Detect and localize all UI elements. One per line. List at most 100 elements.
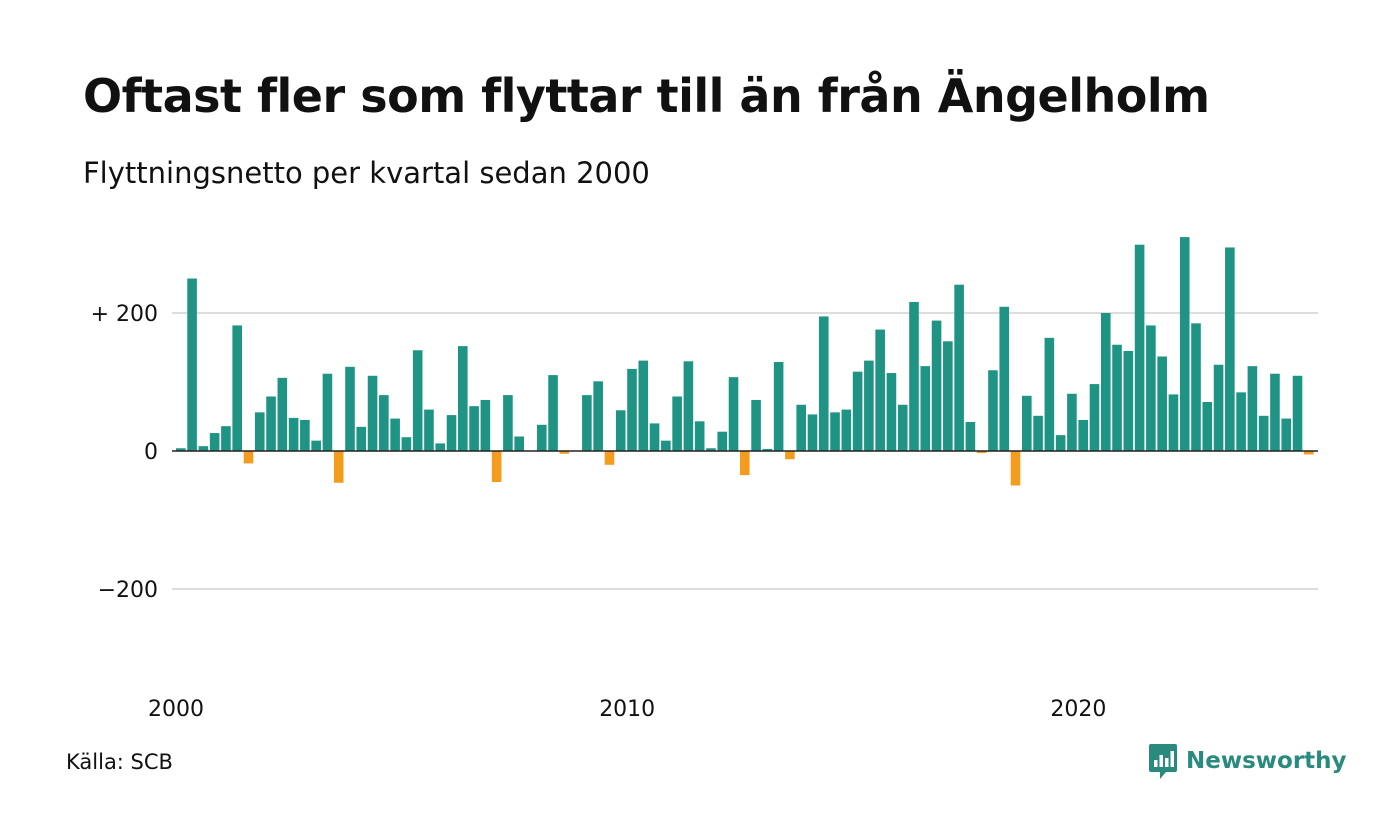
bar (1292, 375, 1303, 451)
bar (593, 381, 603, 451)
grid-lines (172, 312, 1318, 590)
bar (1202, 402, 1213, 451)
x-tick-label: 2010 (599, 697, 655, 722)
bar (807, 414, 818, 451)
bar (1078, 419, 1088, 451)
bar (1191, 323, 1201, 451)
bar (300, 419, 310, 451)
bar (491, 451, 502, 483)
bar (920, 366, 931, 451)
bar (243, 451, 254, 464)
bar (1157, 356, 1167, 451)
bar (683, 361, 694, 451)
bar (1213, 364, 1224, 451)
bar (976, 451, 987, 454)
bar (706, 448, 716, 451)
y-tick-label: + 200 (91, 302, 158, 327)
bar (1236, 392, 1246, 451)
bar (176, 448, 186, 451)
bar (796, 404, 806, 451)
bar (536, 424, 547, 451)
bar (435, 443, 446, 451)
bar (740, 451, 750, 476)
bar (446, 415, 457, 451)
bar (1055, 435, 1066, 451)
bar (1112, 344, 1122, 451)
bar (379, 395, 389, 451)
newsworthy-logo-icon (1149, 744, 1177, 779)
bar (1089, 384, 1100, 451)
newsworthy-logo[interactable]: Newsworthy (1148, 742, 1347, 780)
bar (773, 361, 784, 451)
bar (1044, 337, 1055, 451)
bar (232, 325, 242, 451)
bar (367, 375, 378, 451)
bar (909, 301, 919, 451)
x-tick-label: 2020 (1050, 697, 1106, 722)
chart-subtitle: Flyttningsnetto per kvartal sedan 2000 (83, 156, 650, 190)
y-tick-label: 0 (144, 440, 158, 465)
bar (1146, 325, 1156, 451)
bar (1225, 247, 1235, 451)
bar (548, 375, 558, 451)
bar (1010, 451, 1021, 486)
bar (852, 371, 863, 451)
bar (728, 377, 739, 451)
bar (649, 423, 660, 451)
bar (1022, 395, 1032, 451)
bar (1134, 244, 1145, 451)
bar (424, 409, 434, 451)
bar (875, 329, 885, 451)
axes: + 200 0 −200 2000 2010 2020 (91, 302, 1318, 722)
bar (818, 316, 829, 451)
bar (221, 426, 231, 451)
bar (333, 451, 344, 483)
bar (322, 373, 333, 451)
bar (751, 399, 761, 451)
bar (785, 451, 795, 460)
bar (1258, 415, 1269, 451)
bar (1067, 393, 1077, 451)
bar (954, 284, 964, 451)
y-tick-label: −200 (98, 578, 158, 603)
bar (1281, 418, 1292, 451)
bar (254, 412, 265, 451)
bar (864, 360, 874, 451)
bar (345, 366, 355, 451)
bar (469, 406, 479, 451)
bar (1168, 394, 1179, 451)
bar (1247, 366, 1258, 451)
bar (627, 368, 637, 451)
bar (717, 431, 728, 451)
bar (672, 396, 682, 451)
bar (514, 436, 524, 451)
bar (503, 395, 513, 451)
bar (1123, 350, 1134, 451)
bar (999, 306, 1010, 451)
bar (638, 360, 649, 451)
bar (198, 446, 209, 451)
bar (480, 399, 491, 451)
bar (1100, 313, 1111, 451)
bar (886, 373, 897, 451)
bar (762, 448, 773, 451)
bar (187, 278, 197, 451)
bar (458, 346, 468, 451)
bar (694, 421, 705, 451)
bar (266, 396, 276, 451)
newsworthy-logo-text: Newsworthy (1186, 748, 1347, 774)
bar (1033, 415, 1043, 451)
bar (1304, 451, 1314, 455)
bar (311, 440, 321, 451)
bar (559, 451, 570, 454)
bar (830, 412, 840, 451)
bar (965, 422, 976, 451)
bar (1270, 373, 1280, 451)
bar (615, 410, 626, 451)
bar (988, 370, 998, 451)
bar (412, 350, 423, 451)
chart-title: Oftast fler som flyttar till än från Äng… (83, 69, 1210, 123)
bars (176, 237, 1314, 486)
source-note: Källa: SCB (66, 750, 173, 774)
